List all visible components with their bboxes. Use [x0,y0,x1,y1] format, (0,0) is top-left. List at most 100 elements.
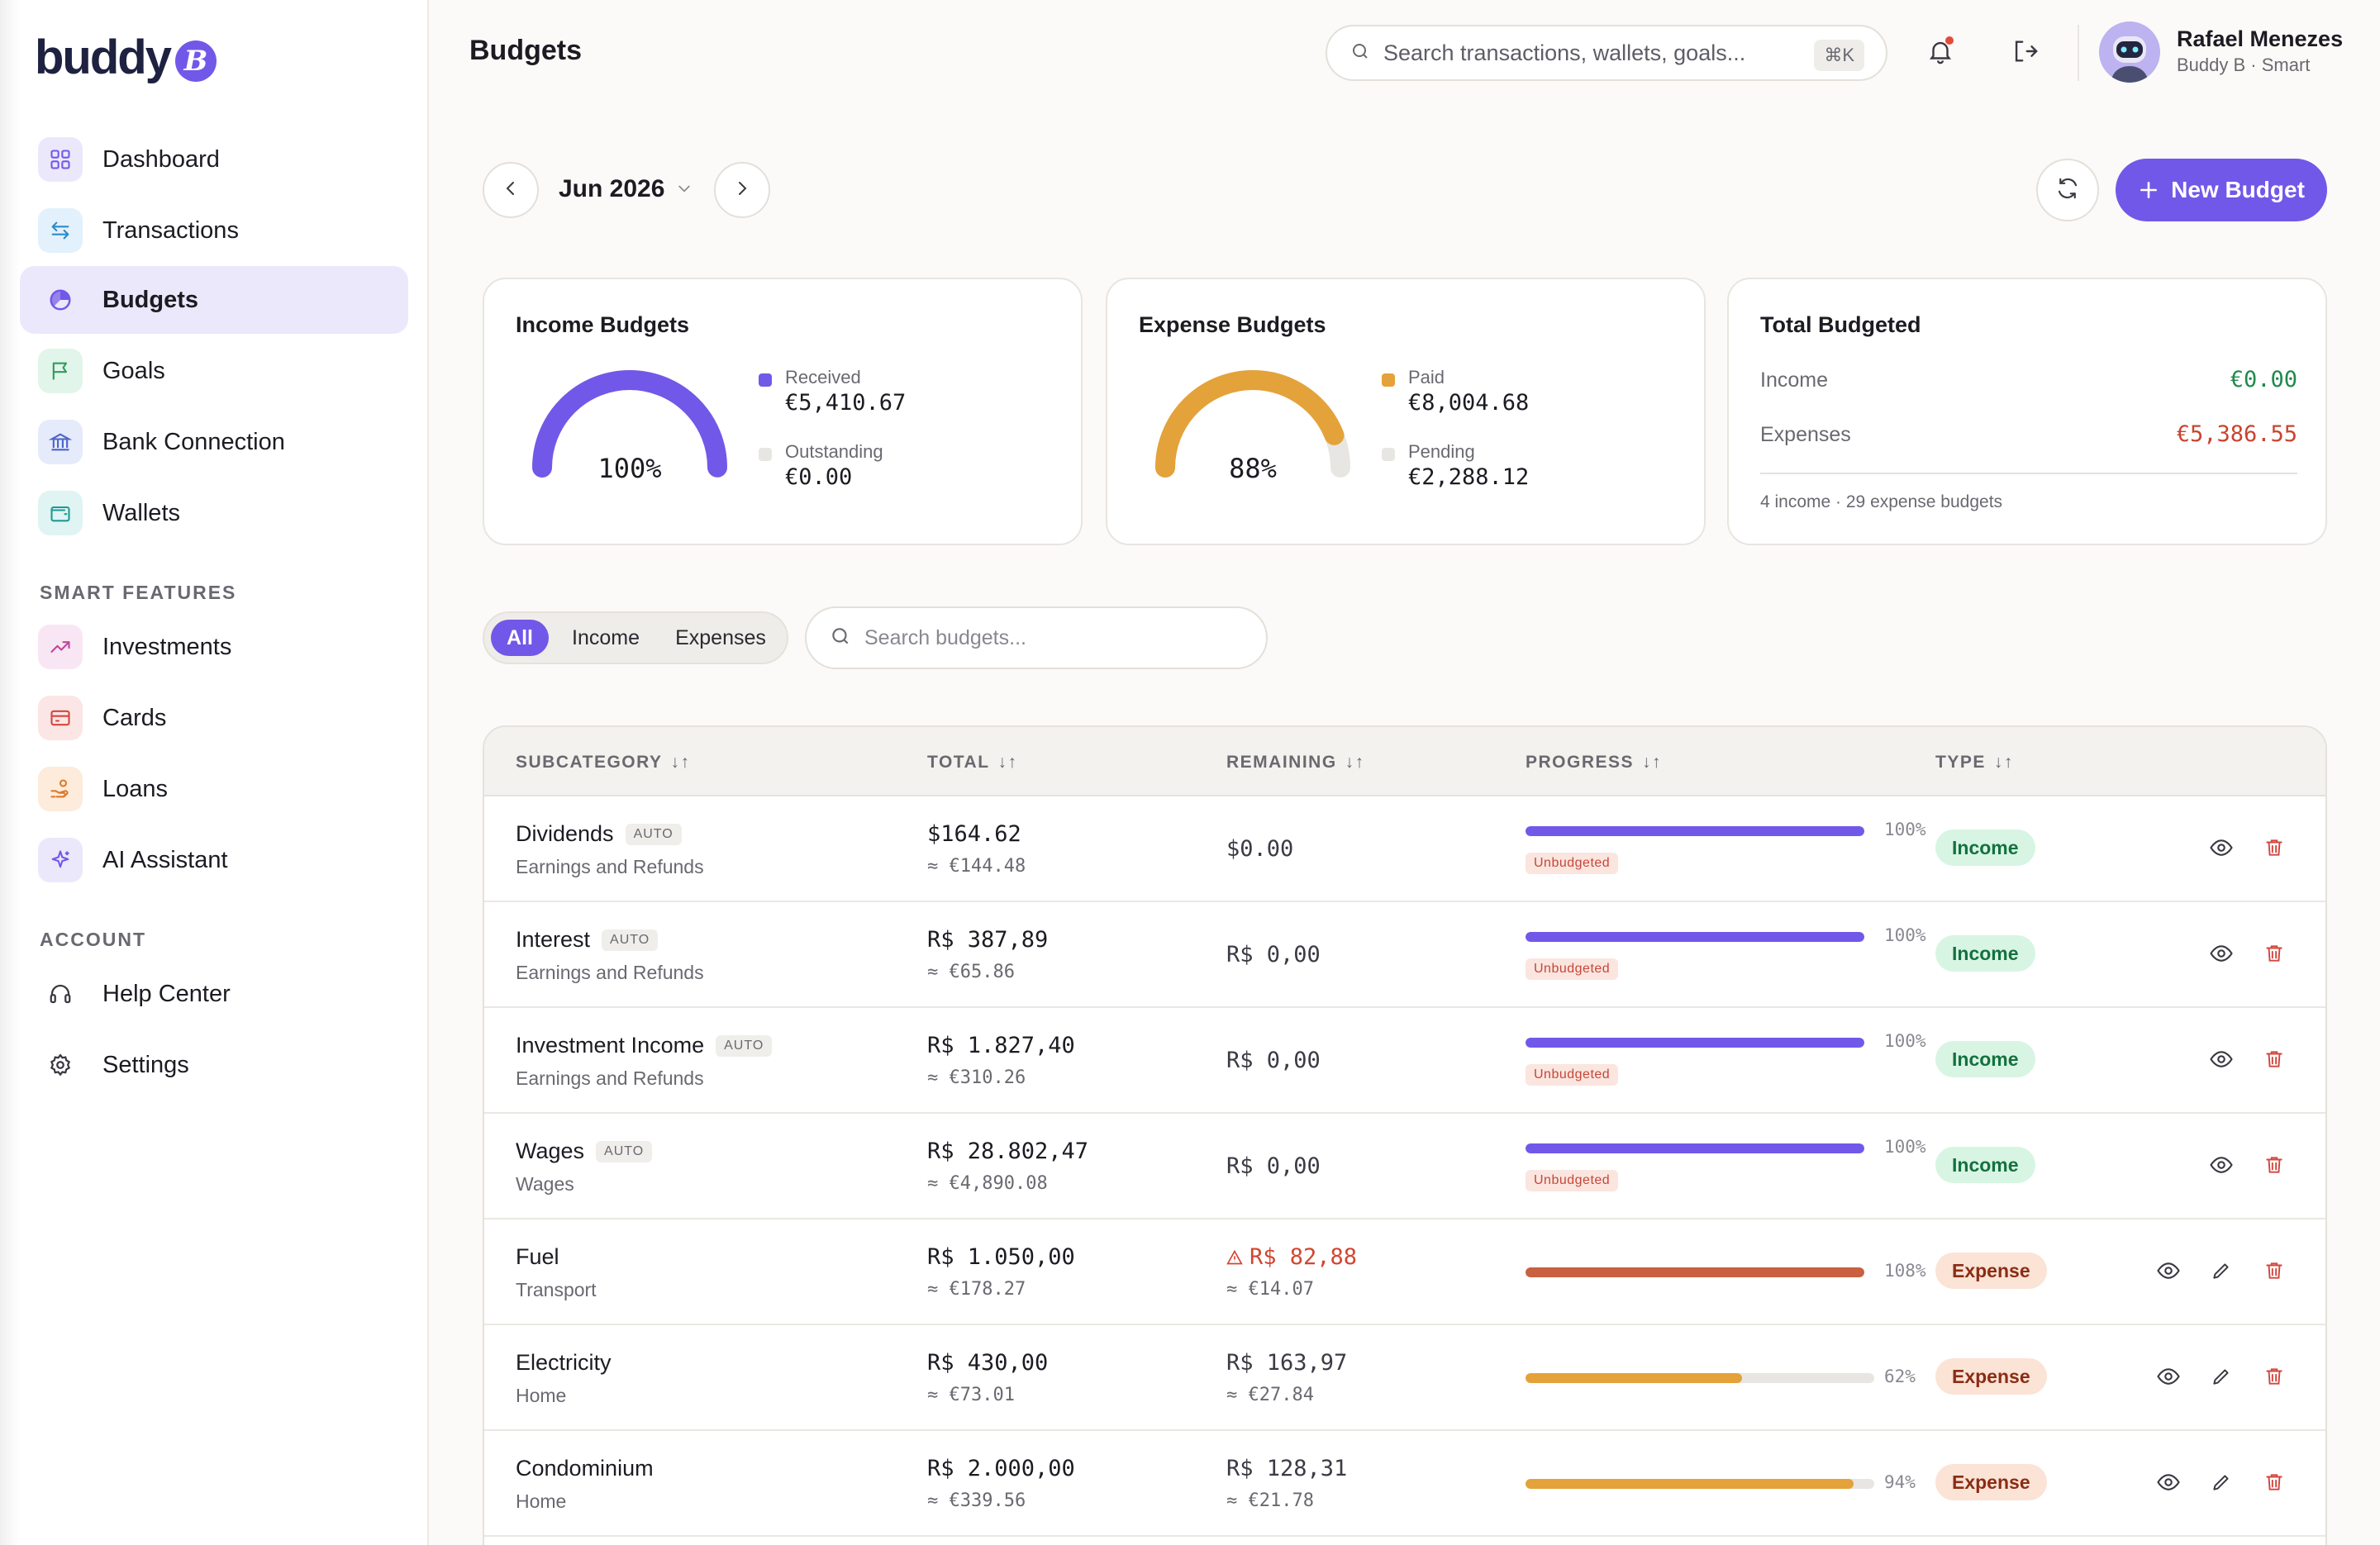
global-search[interactable]: Search transactions, wallets, goals... ⌘… [1326,25,1887,81]
section-label-account: ACCOUNT [40,929,146,950]
delete-button[interactable] [2258,1044,2291,1077]
th-type[interactable]: TYPE ↓↑ [1935,753,2014,772]
view-button[interactable] [2205,833,2238,866]
sidebar-item-dashboard[interactable]: Dashboard [20,126,408,193]
edit-button[interactable] [2205,1467,2238,1500]
view-button[interactable] [2152,1256,2185,1289]
view-button[interactable] [2205,1044,2238,1077]
edit-button[interactable] [2205,1362,2238,1395]
sidebar-item-wallets[interactable]: Wallets [20,479,408,547]
delete-button[interactable] [2258,1467,2291,1500]
unbudgeted-badge: Unbudgeted [1526,1170,1619,1191]
sidebar-item-cards[interactable]: Cards [20,684,408,752]
view-button[interactable] [2205,939,2238,972]
view-button[interactable] [2152,1362,2185,1395]
trash-icon [2263,1366,2285,1391]
sidebar-item-goals[interactable]: Goals [20,337,408,405]
avatar[interactable] [2099,21,2160,83]
table-row[interactable]: Fuel Transport R$ 1.050,00 ≈ €178.27 R$ … [484,1219,2325,1325]
filter-expenses[interactable]: Expenses [675,625,766,649]
warning-icon [1226,1249,1243,1266]
user-name[interactable]: Rafael Menezes [2177,26,2344,51]
subcategory-name: Dividends [516,821,614,846]
th-progress[interactable]: PROGRESS ↓↑ [1526,753,1663,772]
pencil-icon [2211,1471,2232,1497]
view-button[interactable] [2152,1467,2185,1500]
new-budget-button[interactable]: New Budget [2116,159,2327,221]
sidebar-item-loans[interactable]: Loans [20,755,408,823]
eye-icon [2209,1153,2234,1181]
filter-income[interactable]: Income [572,625,640,649]
progress-percent: 100% [1884,1031,1926,1051]
bell-icon [1926,37,1954,69]
remaining-value: R$ 0,00 [1226,1153,1321,1179]
sidebar-item-ai-assistant[interactable]: AI Assistant [20,826,408,894]
edit-button[interactable] [2205,1256,2238,1289]
progress-bar [1526,1143,1864,1153]
subcategory-name: Wages [516,1139,585,1163]
logout-button[interactable] [2003,31,2046,74]
sort-icon: ↓↑ [1642,753,1663,772]
table-row[interactable]: Interest AUTO Earnings and Refunds R$ 387… [484,902,2325,1008]
sidebar-item-investments[interactable]: Investments [20,613,408,681]
delete-button[interactable] [2258,1362,2291,1395]
legend-value: €8,004.68 [1408,390,1530,416]
category-name: Home [516,1490,567,1512]
remaining-value: R$ 82,88 [1250,1244,1358,1270]
progress-percent: 100% [1884,1137,1926,1157]
total-income-label: Income [1760,368,1828,392]
legend-label: Received [785,367,861,387]
progress-bar [1526,932,1864,942]
sidebar-item-help-center[interactable]: Help Center [20,960,408,1028]
next-month-button[interactable] [714,162,770,218]
category-name: Earnings and Refunds [516,1067,704,1089]
grid-icon [38,137,83,182]
table-row[interactable]: Condominium Home R$ 2.000,00 ≈ €339.56 R… [484,1431,2325,1537]
sort-icon: ↓↑ [1993,753,2014,772]
sidebar-item-budgets[interactable]: Budgets [20,266,408,334]
category-name: Earnings and Refunds [516,962,704,983]
sidebar-item-label: Transactions [102,216,239,244]
table-row[interactable]: Electricity Home R$ 430,00 ≈ €73.01 R$ 1… [484,1325,2325,1431]
th-total[interactable]: TOTAL ↓↑ [927,753,1018,772]
header-divider [2078,25,2079,81]
remaining-value: R$ 163,97 [1226,1350,1348,1376]
trash-icon [2263,1154,2285,1180]
sidebar-item-bank-connection[interactable]: Bank Connection [20,408,408,476]
search-icon [1350,41,1370,65]
credit-card-icon [38,696,83,740]
legend-value: €5,410.67 [785,390,907,416]
eye-icon [2156,1364,2181,1393]
table-row[interactable]: Dividends AUTO Earnings and Refunds $164.… [484,796,2325,902]
delete-button[interactable] [2258,833,2291,866]
logo[interactable]: buddy B [35,30,217,85]
new-budget-label: New Budget [2171,177,2305,202]
delete-button[interactable] [2258,1150,2291,1183]
refresh-icon [2055,176,2080,205]
th-subcategory[interactable]: SUBCATEGORY ↓↑ [516,753,691,772]
total-expenses-row: Expenses €5,386.55 [1760,421,2297,447]
card-title: Expense Budgets [1139,312,1326,337]
notifications-button[interactable] [1919,31,1962,74]
legend-label: Pending [1408,441,1475,462]
filter-all[interactable]: All [491,620,549,656]
sidebar-item-settings[interactable]: Settings [20,1031,408,1099]
view-button[interactable] [2205,1150,2238,1183]
total-converted: ≈ €178.27 [927,1279,1026,1300]
sidebar-item-label: Help Center [102,980,231,1007]
sidebar-item-label: Investments [102,633,232,660]
delete-button[interactable] [2258,939,2291,972]
refresh-button[interactable] [2036,159,2099,221]
th-remaining[interactable]: REMAINING ↓↑ [1226,753,1365,772]
month-selector[interactable]: Jun 2026 [559,175,693,203]
gauge-percent: 100% [597,453,662,484]
sidebar-item-transactions[interactable]: Transactions [20,197,408,264]
table-row[interactable]: Investment Income AUTO Earnings and Refun… [484,1008,2325,1114]
auto-badge: AUTO [716,1034,773,1057]
prev-month-button[interactable] [483,162,539,218]
budget-search-input[interactable]: Search budgets... [805,606,1268,669]
table-row[interactable]: Wages AUTO Wages R$ 28.802,47 ≈ €4,890.08… [484,1114,2325,1219]
delete-button[interactable] [2258,1256,2291,1289]
sidebar-item-label: Wallets [102,499,180,526]
gauge-percent: 88% [1229,453,1277,484]
